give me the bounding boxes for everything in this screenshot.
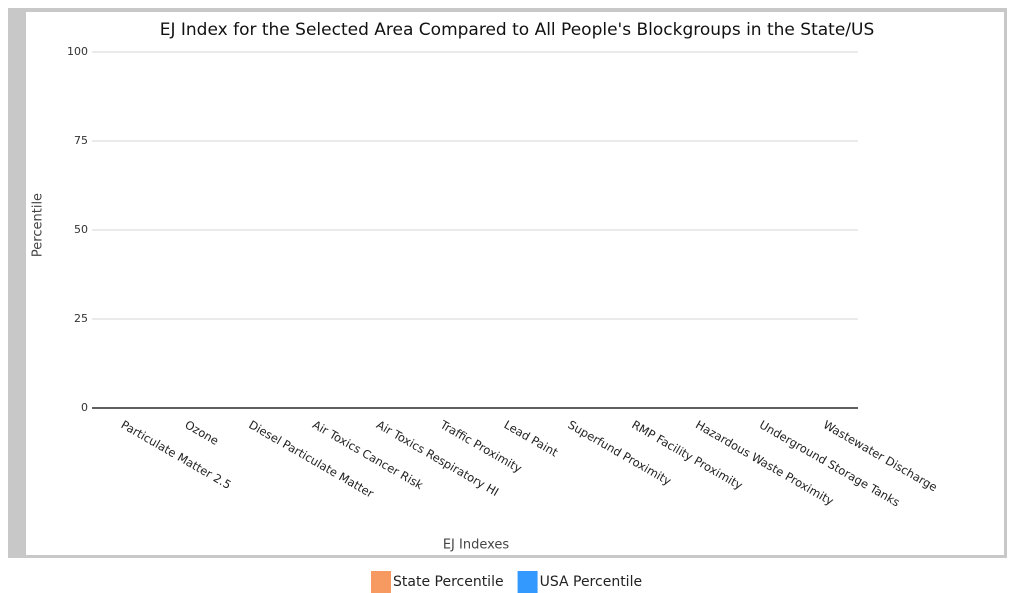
y-tick-label: 0 (81, 401, 88, 414)
legend-label: State Percentile (393, 574, 504, 590)
y-tick-label: 100 (67, 45, 88, 58)
legend-label: USA Percentile (540, 574, 643, 590)
x-axis-label: EJ Indexes (443, 538, 510, 553)
legend-swatch (371, 571, 391, 593)
chart-title: EJ Index for the Selected Area Compared … (160, 20, 875, 40)
y-tick-label: 25 (74, 312, 88, 325)
y-tick-label: 75 (74, 134, 88, 147)
legend-swatch (517, 571, 538, 593)
plot-panel (26, 12, 1004, 555)
y-axis-label: Percentile (31, 193, 46, 257)
y-tick-label: 50 (74, 223, 88, 236)
